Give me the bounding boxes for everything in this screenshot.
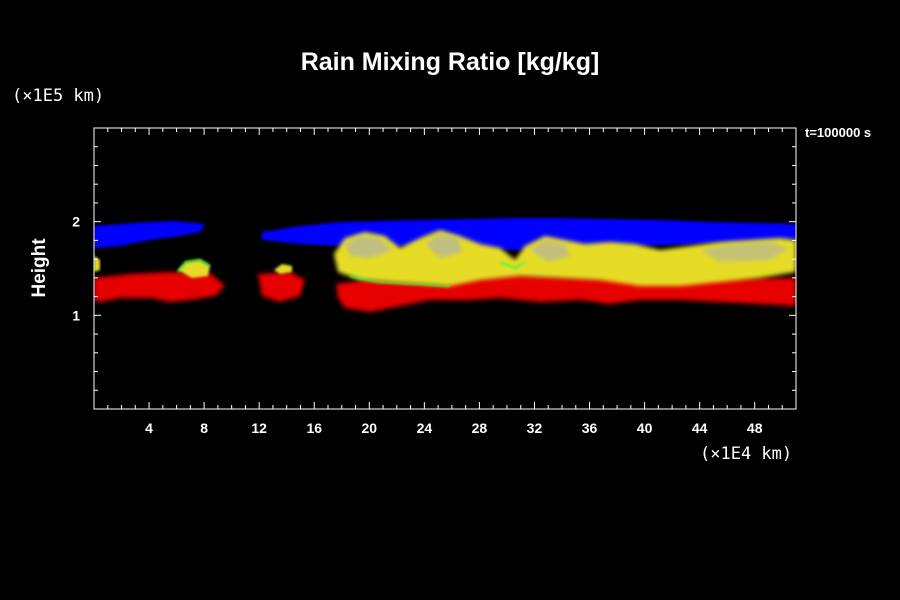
x-tick-label: 8 [200, 420, 208, 436]
axis-ticks [94, 128, 796, 409]
yellow-blob-left [178, 260, 210, 278]
grey-highlight-2 [425, 234, 462, 258]
y-tick-label: 2 [72, 214, 80, 230]
field-layers [94, 218, 796, 312]
blue-band [94, 221, 205, 248]
x-tick-label: 28 [472, 420, 488, 436]
x-tick-label: 44 [692, 420, 708, 436]
plot-frame [93, 127, 797, 410]
grey-highlight-4 [700, 242, 790, 262]
red-band-mid [258, 272, 305, 302]
x-tick-label: 16 [306, 420, 322, 436]
x-tick-label: 20 [362, 420, 378, 436]
x-tick-label: 24 [417, 420, 433, 436]
x-tick-label: 32 [527, 420, 543, 436]
y-tick-label: 1 [72, 307, 80, 323]
yellow-blob-mid [274, 264, 292, 274]
x-axis-unit: (×1E4 km) [700, 444, 793, 464]
x-tick-label: 36 [582, 420, 598, 436]
chart-title: Rain Mixing Ratio [kg/kg] [300, 48, 600, 76]
yellow-blob-edge [94, 256, 100, 272]
blue-band-main [262, 218, 796, 250]
green-edge-3 [499, 261, 526, 270]
x-tick-label: 4 [145, 420, 153, 436]
time-label: t=100000 s [805, 125, 872, 140]
x-tick-label: 40 [637, 420, 653, 436]
grey-highlight-3 [530, 240, 570, 262]
grey-highlight-1 [345, 236, 392, 258]
y-axis-unit: (×1E5 km) [12, 86, 105, 106]
green-edge-1 [349, 275, 451, 287]
x-tick-label: 12 [251, 420, 267, 436]
green-edge-2 [177, 258, 211, 273]
x-tick-label: 48 [747, 420, 763, 436]
red-band-left [94, 272, 225, 302]
